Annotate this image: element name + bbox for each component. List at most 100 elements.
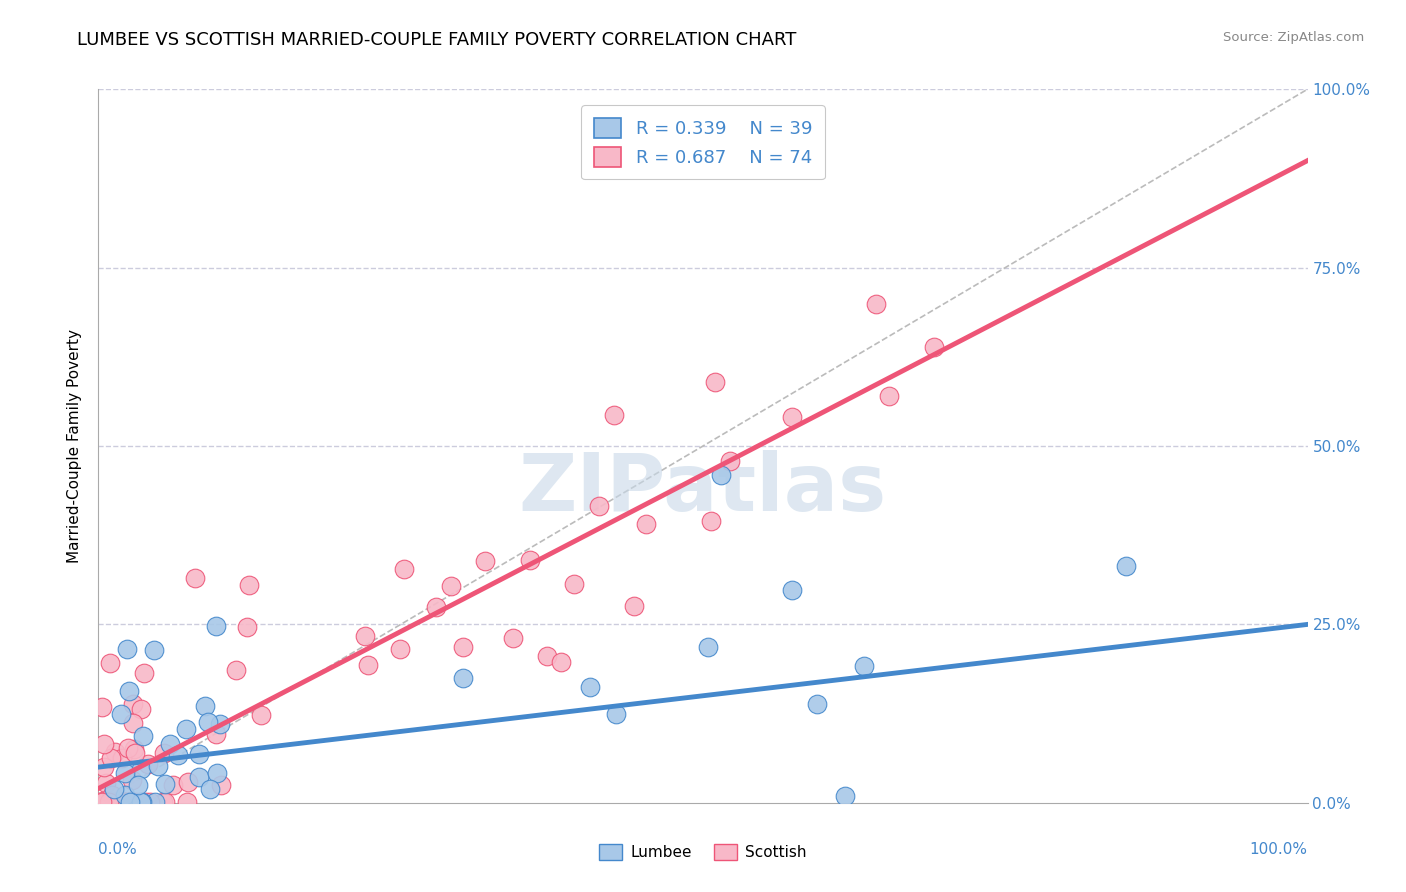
Point xyxy=(451,671,474,685)
Point xyxy=(710,467,733,482)
Point xyxy=(853,659,876,673)
Point xyxy=(782,583,804,598)
Point xyxy=(134,666,156,681)
Point xyxy=(922,340,945,354)
Point xyxy=(114,788,136,802)
Point xyxy=(142,643,165,657)
Point xyxy=(93,795,115,809)
Point xyxy=(200,782,222,797)
Point xyxy=(117,741,139,756)
Point xyxy=(865,297,887,311)
Point xyxy=(704,376,727,390)
Point xyxy=(114,795,136,809)
Point xyxy=(143,795,166,809)
Point xyxy=(94,795,117,809)
Point xyxy=(115,795,138,809)
Point xyxy=(91,794,114,808)
Point xyxy=(120,795,142,809)
Point xyxy=(249,707,271,722)
Text: Source: ZipAtlas.com: Source: ZipAtlas.com xyxy=(1223,31,1364,45)
Point xyxy=(100,751,122,765)
Point xyxy=(159,737,181,751)
Point xyxy=(162,778,184,792)
Point xyxy=(98,795,121,809)
Point xyxy=(129,702,152,716)
Point xyxy=(135,795,157,809)
Point xyxy=(94,775,117,789)
Point xyxy=(129,795,152,809)
Point xyxy=(125,795,148,809)
Point xyxy=(98,795,121,809)
Point xyxy=(209,778,232,792)
Point xyxy=(425,600,447,615)
Text: LUMBEE VS SCOTTISH MARRIED-COUPLE FAMILY POVERTY CORRELATION CHART: LUMBEE VS SCOTTISH MARRIED-COUPLE FAMILY… xyxy=(77,31,797,49)
Y-axis label: Married-Couple Family Poverty: Married-Couple Family Poverty xyxy=(67,329,83,563)
Point xyxy=(806,698,828,712)
Point xyxy=(87,795,110,809)
Point xyxy=(91,795,114,809)
Point xyxy=(205,727,228,741)
Point xyxy=(132,729,155,743)
Point xyxy=(697,640,720,655)
Point xyxy=(780,409,803,424)
Point xyxy=(124,746,146,760)
Point xyxy=(98,657,121,671)
Point xyxy=(440,579,463,593)
Point xyxy=(93,738,115,752)
Point xyxy=(238,577,260,591)
Point xyxy=(562,577,585,591)
Point xyxy=(474,554,496,568)
Point xyxy=(194,698,217,713)
Point xyxy=(209,717,232,731)
Point xyxy=(579,680,602,694)
Point xyxy=(588,500,610,514)
Text: 0.0%: 0.0% xyxy=(98,842,138,857)
Point xyxy=(225,664,247,678)
Point xyxy=(205,619,228,633)
Point xyxy=(388,641,411,656)
Point xyxy=(93,760,115,774)
Point xyxy=(834,789,856,803)
Point xyxy=(105,795,128,809)
Point xyxy=(120,795,142,809)
Point xyxy=(502,631,524,645)
Point xyxy=(117,795,139,809)
Text: ZIPatlas: ZIPatlas xyxy=(519,450,887,528)
Point xyxy=(131,795,153,809)
Point xyxy=(110,795,132,809)
Point xyxy=(188,770,211,784)
Point xyxy=(90,700,112,714)
Point xyxy=(136,756,159,771)
Point xyxy=(114,766,136,780)
Point xyxy=(110,706,132,721)
Point xyxy=(153,795,176,809)
Point xyxy=(167,747,190,762)
Point xyxy=(121,697,143,711)
Point xyxy=(197,715,219,730)
Point xyxy=(236,620,259,634)
Point xyxy=(115,642,138,657)
Point xyxy=(205,766,228,780)
Point xyxy=(174,722,197,736)
Point xyxy=(357,657,380,672)
Point xyxy=(519,553,541,567)
Point xyxy=(118,795,141,809)
Point xyxy=(700,515,723,529)
Point xyxy=(1115,558,1137,573)
Point xyxy=(103,781,125,796)
Point xyxy=(550,655,572,669)
Point xyxy=(392,562,415,576)
Legend: Lumbee, Scottish: Lumbee, Scottish xyxy=(593,838,813,866)
Point xyxy=(536,649,558,664)
Point xyxy=(152,746,174,760)
Point xyxy=(605,706,627,721)
Point xyxy=(184,571,207,585)
Point xyxy=(111,751,134,765)
Point xyxy=(634,516,657,531)
Point xyxy=(176,795,198,809)
Point xyxy=(877,389,900,403)
Point xyxy=(603,408,626,422)
Point xyxy=(718,454,741,468)
Point xyxy=(127,778,149,792)
Point xyxy=(112,795,135,809)
